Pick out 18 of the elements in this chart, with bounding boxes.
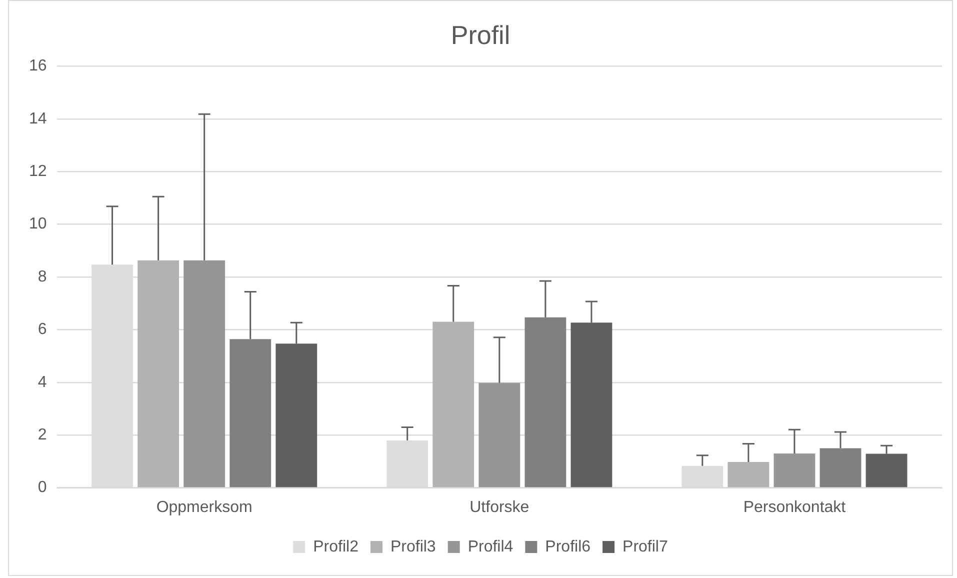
legend-label: Profil3 [390,538,436,556]
legend-label: Profil7 [622,538,668,556]
y-tick-label: 2 [38,426,47,444]
legend-label: Profil6 [545,538,591,556]
y-tick-label: 10 [29,216,47,233]
y-tick-label: 6 [38,321,47,338]
x-tick-label: Oppmerksom [156,498,252,516]
x-tick-label: Utforske [470,498,530,516]
legend-label: Profil2 [313,538,359,556]
y-tick-label: 16 [29,58,47,75]
y-tick-label: 12 [29,163,47,180]
y-tick-label: 14 [29,110,47,128]
y-tick-label: 4 [38,374,47,391]
x-tick-label: Personkontakt [743,498,846,516]
y-tick-label: 8 [38,268,47,286]
legend-label: Profil4 [468,538,514,556]
chart-title: Profil [450,20,510,50]
y-tick-label: 0 [38,479,47,496]
